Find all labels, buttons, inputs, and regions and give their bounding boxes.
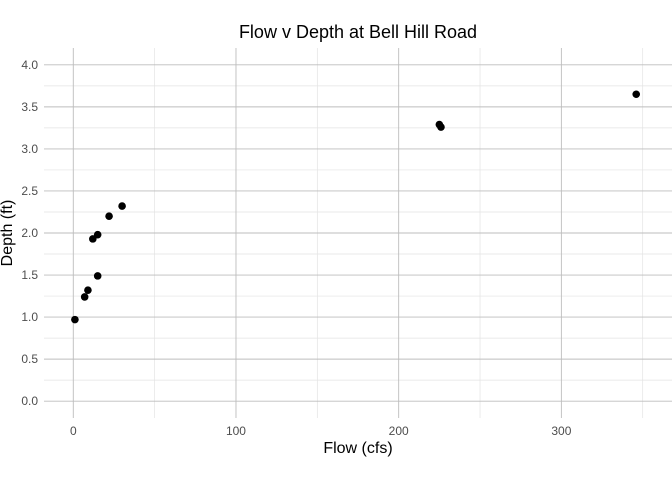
y-tick-label: 2.5: [21, 184, 38, 198]
x-tick-label: 300: [551, 424, 571, 438]
y-tick-labels: 0.0 0.5 1.0 1.5 2.0 2.5 3.0 3.5 4.0: [21, 58, 38, 408]
data-point: [118, 202, 126, 210]
y-tick-label: 1.5: [21, 268, 38, 282]
x-tick-label: 200: [389, 424, 409, 438]
minor-gridlines: [44, 48, 672, 418]
data-point: [93, 230, 102, 239]
data-point: [105, 212, 113, 220]
data-point: [84, 286, 92, 294]
y-tick-label: 0.0: [21, 394, 38, 408]
y-tick-label: 1.0: [21, 310, 38, 324]
y-tick-label: 3.0: [21, 142, 38, 156]
data-point: [80, 293, 89, 301]
major-gridlines: [44, 48, 672, 418]
data-point: [71, 315, 79, 324]
y-tick-label: 2.0: [21, 226, 38, 240]
x-axis-title: Flow (cfs): [323, 440, 392, 457]
data-points: [71, 90, 641, 324]
y-tick-label: 3.5: [21, 100, 38, 114]
x-tick-labels: 0 100 200 300: [70, 424, 572, 438]
y-tick-label: 0.5: [21, 352, 38, 366]
data-point: [632, 90, 641, 99]
chart-title: Flow v Depth at Bell Hill Road: [239, 22, 477, 42]
x-tick-label: 0: [70, 424, 77, 438]
y-axis-title: Depth (ft): [0, 200, 16, 267]
y-tick-label: 4.0: [21, 58, 38, 72]
data-point: [437, 123, 445, 131]
x-tick-label: 100: [226, 424, 246, 438]
data-point: [93, 272, 102, 280]
